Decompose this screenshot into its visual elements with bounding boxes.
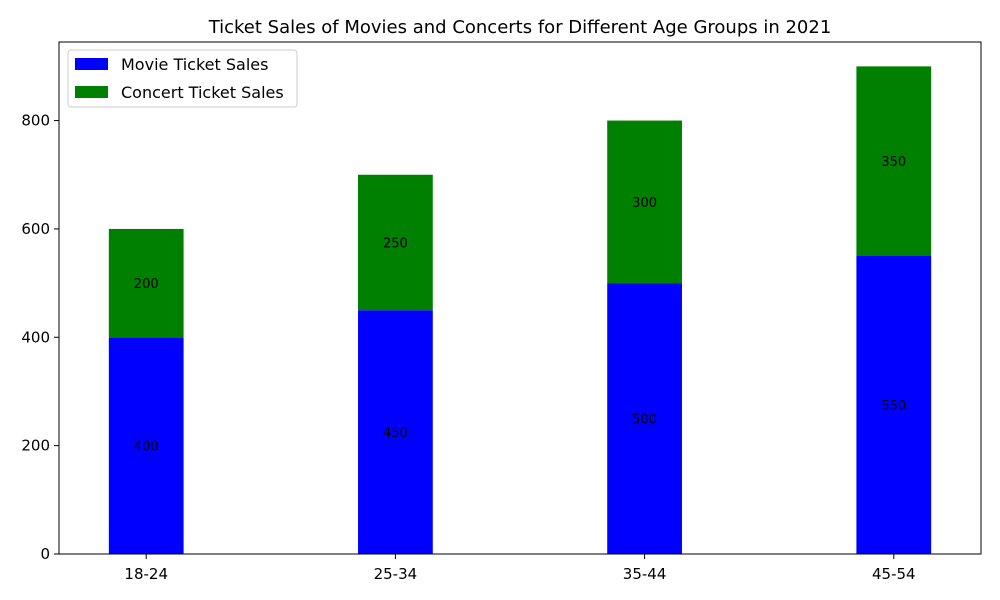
y-tick-label: 600 [21, 220, 50, 238]
legend-swatch-concert [75, 86, 108, 98]
bar-movie-45-54 [856, 256, 932, 554]
bar-concert-18-24 [108, 228, 184, 338]
data-label-concert-18-24: 200 [134, 277, 159, 292]
axes-group: 0 200 400 600 800 18-24 25-34 35-44 45-54 [21, 41, 982, 583]
bar-concert-35-44 [607, 120, 682, 284]
bar-concert-25-34 [358, 174, 433, 311]
data-label-concert-45-54: 350 [881, 155, 906, 170]
data-label-movie-25-34: 450 [383, 426, 408, 441]
plot-frame [58, 41, 982, 555]
legend-box [67, 49, 298, 108]
data-label-movie-35-44: 500 [632, 413, 657, 428]
data-label-movie-45-54: 550 [881, 399, 906, 414]
chart-title: Ticket Sales of Movies and Concerts for … [208, 17, 832, 38]
data-label-movie-18-24: 400 [134, 440, 159, 455]
bar-movie-18-24 [108, 337, 184, 554]
bar-concert-45-54 [856, 66, 932, 257]
data-label-concert-35-44: 300 [632, 196, 657, 211]
x-tick-label: 35-44 [623, 565, 667, 583]
bars-group [108, 66, 932, 554]
x-tick-label: 25-34 [374, 565, 418, 583]
x-tick-label: 45-54 [872, 565, 916, 583]
y-tick-label: 200 [21, 437, 50, 455]
legend-label-movie: Movie Ticket Sales [121, 55, 268, 74]
x-tick-label: 18-24 [124, 565, 168, 583]
bar-movie-35-44 [607, 283, 682, 554]
legend-label-concert: Concert Ticket Sales [121, 83, 284, 102]
legend: Movie Ticket Sales Concert Ticket Sales [67, 49, 298, 108]
y-tick-label: 0 [40, 545, 50, 563]
y-tick-label: 400 [21, 328, 50, 346]
bar-movie-25-34 [358, 310, 433, 554]
y-tick-label: 800 [21, 112, 50, 130]
data-labels-group: 400 200 450 250 500 300 550 350 [134, 155, 906, 454]
legend-swatch-movie [75, 58, 108, 70]
data-label-concert-25-34: 250 [383, 236, 408, 251]
